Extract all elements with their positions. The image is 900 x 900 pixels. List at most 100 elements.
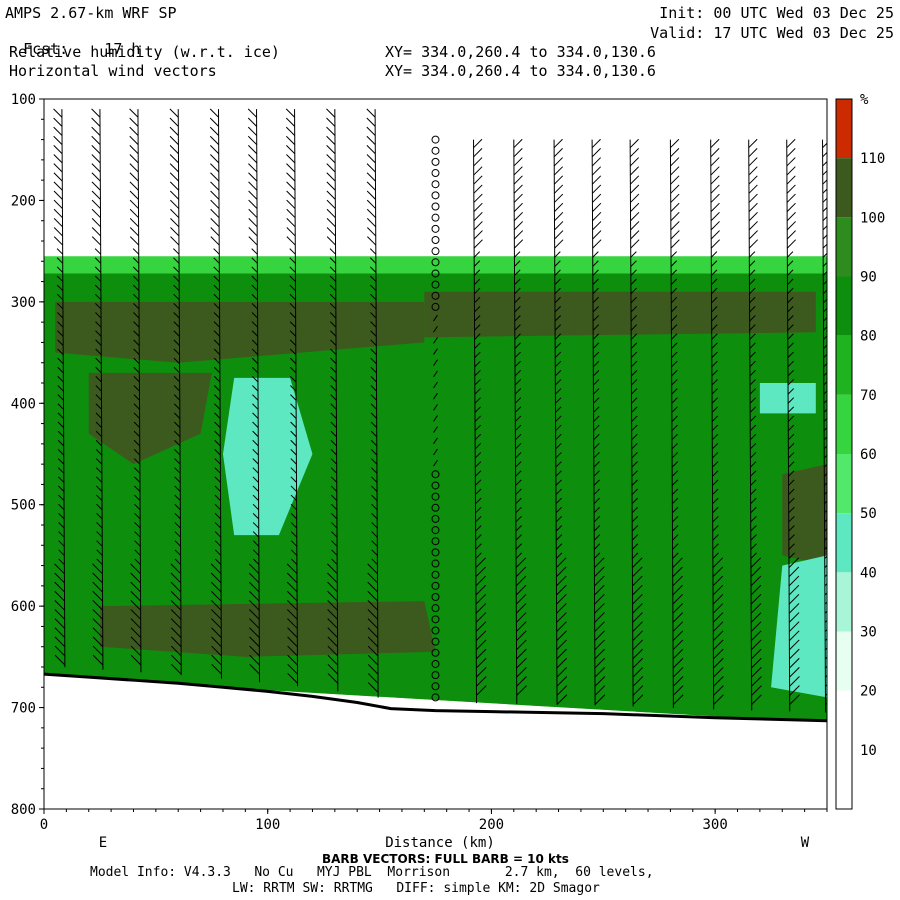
wind-barb-flag bbox=[174, 531, 181, 538]
wind-barb-flag bbox=[554, 333, 562, 340]
wind-barb-flag bbox=[822, 271, 827, 276]
calm-wind-marker bbox=[431, 526, 440, 535]
wind-barb-flag bbox=[248, 590, 260, 602]
wind-barb-flag bbox=[251, 321, 259, 328]
wind-barb-flag bbox=[329, 248, 336, 255]
wind-barb-flag bbox=[249, 618, 260, 629]
wind-barb-flag bbox=[91, 145, 101, 155]
wind-barb-flag bbox=[252, 549, 260, 556]
wind-barb-flag bbox=[554, 306, 561, 313]
wind-barb-flag bbox=[672, 584, 683, 596]
wind-barb-flag bbox=[823, 335, 827, 340]
wind-barb-flag bbox=[787, 406, 795, 413]
calm-wind-marker bbox=[431, 548, 440, 557]
wind-barb-flag bbox=[475, 648, 487, 660]
wind-barb-flag bbox=[211, 645, 222, 657]
wind-barb-flag bbox=[556, 694, 568, 705]
wind-barb-flag bbox=[92, 600, 103, 611]
wind-barb-flag bbox=[750, 497, 757, 505]
wind-barb-flag bbox=[370, 312, 377, 319]
wind-barb-flag bbox=[476, 676, 487, 687]
colorbar-frame bbox=[835, 98, 853, 810]
wind-barb-flag bbox=[822, 289, 827, 295]
wind-barb-flag bbox=[670, 175, 680, 185]
wind-barb-flag bbox=[210, 600, 222, 611]
wind-barb-flag bbox=[592, 360, 600, 368]
wind-barb-flag bbox=[290, 512, 298, 520]
wind-barb-flag bbox=[711, 369, 718, 377]
wind-barb-flag bbox=[750, 516, 757, 523]
wind-barb-flag bbox=[92, 636, 104, 648]
wind-barb-flag bbox=[367, 654, 379, 666]
wind-barb-flag bbox=[713, 685, 724, 696]
wind-barb-flag bbox=[252, 449, 259, 456]
wind-barb-flag bbox=[329, 257, 336, 264]
wind-barb-flag bbox=[592, 315, 600, 322]
wind-barb-flag bbox=[711, 406, 719, 413]
forecast-hour: Fcst: 17 h bbox=[5, 25, 140, 57]
calm-wind-marker bbox=[431, 157, 440, 166]
wind-barb-flag bbox=[751, 648, 762, 660]
wind-barb-flag bbox=[366, 181, 376, 191]
wind-barb-flag bbox=[474, 324, 481, 331]
wind-barb-flag bbox=[326, 126, 336, 136]
wind-barb-flag bbox=[214, 421, 221, 428]
wind-barb-flag bbox=[169, 190, 180, 200]
wind-barb-flag bbox=[749, 260, 756, 267]
wind-barb-flag bbox=[330, 503, 338, 511]
wind-barb-flag bbox=[632, 630, 643, 641]
wind-barb-flag bbox=[214, 522, 222, 529]
wind-barb-flag bbox=[712, 593, 724, 605]
wind-barb-flag bbox=[713, 639, 724, 651]
wind-barb-flag bbox=[822, 225, 827, 231]
wind-barb-flag bbox=[475, 603, 487, 614]
wind-barb-flag bbox=[213, 275, 220, 282]
wind-barb-flag bbox=[711, 315, 718, 322]
cross-section-xy-1: XY= 334.0,260.4 to 334.0,130.6 bbox=[385, 43, 656, 61]
wind-barb-flag bbox=[672, 603, 684, 614]
wind-barb-flag bbox=[593, 388, 600, 395]
wind-barb-flag bbox=[593, 461, 600, 468]
wind-barb-flag bbox=[130, 618, 142, 629]
wind-barb-flag bbox=[474, 452, 482, 459]
wind-barb-flag bbox=[711, 452, 719, 459]
wind-barb-flag bbox=[594, 612, 605, 623]
wind-barb-flag bbox=[712, 525, 719, 532]
calm-wind-marker bbox=[431, 247, 440, 256]
wind-barb-column bbox=[366, 108, 379, 698]
wind-barb-flag bbox=[672, 630, 684, 641]
wind-barb-flag bbox=[290, 531, 298, 538]
wind-barb-flag bbox=[788, 603, 800, 614]
wind-barb-flag bbox=[56, 293, 64, 301]
wind-barb-flag bbox=[57, 348, 64, 355]
wind-barb-flag bbox=[94, 257, 102, 264]
wind-barb-flag bbox=[289, 312, 296, 319]
calm-wind-marker bbox=[431, 146, 440, 155]
wind-barb-flag bbox=[712, 534, 719, 541]
wind-barb-flag bbox=[632, 612, 643, 623]
wind-barb-flag bbox=[249, 627, 260, 638]
wind-barb-flag bbox=[475, 516, 482, 523]
wind-barb-flag bbox=[170, 572, 182, 584]
wind-barb-flag bbox=[289, 321, 297, 328]
wind-barb-flag bbox=[367, 609, 379, 620]
wind-barb-flag bbox=[632, 657, 644, 669]
wind-barb-flag bbox=[133, 385, 140, 392]
wind-barb-flag bbox=[670, 166, 680, 176]
wind-barb-flag bbox=[786, 157, 796, 167]
wind-barb-flag bbox=[54, 609, 65, 620]
wind-barb-flag bbox=[214, 403, 221, 410]
wind-barb-staff bbox=[748, 139, 753, 711]
wind-barb-flag bbox=[286, 154, 296, 164]
wind-barb-flag bbox=[672, 516, 679, 523]
rh-contour-100-3 bbox=[88, 372, 212, 465]
wind-barb-flag bbox=[670, 148, 680, 158]
wind-barb-flag bbox=[515, 525, 522, 532]
wind-barb-flag bbox=[133, 348, 140, 355]
wind-barb-flag bbox=[786, 202, 796, 212]
wind-barb-flag bbox=[327, 581, 338, 593]
wind-barb-flag bbox=[751, 694, 762, 705]
wind-barb-flag bbox=[514, 269, 521, 276]
wind-barb-flag bbox=[630, 175, 640, 185]
wind-barb-flag bbox=[514, 260, 521, 267]
